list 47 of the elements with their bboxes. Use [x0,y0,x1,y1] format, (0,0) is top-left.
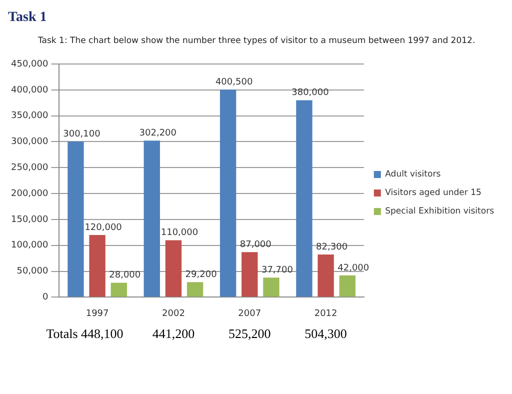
bar [144,140,160,297]
bar [220,90,236,297]
data-label: 82,300 [316,242,348,252]
text: 504,300 [304,326,347,341]
data-label: 42,000 [338,263,370,274]
y-tick-label: 250,000 [11,162,48,173]
bar [242,252,258,297]
bar [339,275,356,297]
y-tick-label: 150,000 [11,214,48,225]
data-label: 110,000 [160,228,198,238]
data-label: 29,200 [185,270,218,280]
bar [68,142,84,297]
y-tick-label: 0 [42,292,48,303]
data-label: 87,000 [240,240,272,250]
y-tick-label: 400,000 [11,85,48,96]
bar [165,240,182,297]
x-tick-label: 1997 [86,308,109,319]
data-label: 380,000 [292,88,330,98]
chart-title: Task 1 [8,10,48,26]
legend-label: Adult visitors [385,170,442,180]
legend-label: Visitors aged under 15 [385,188,482,198]
y-tick-label: 50,000 [16,266,48,277]
text: 525,200 [228,326,271,341]
data-label: 120,000 [84,222,122,233]
bar [263,278,280,297]
x-tick-label: 2002 [162,308,185,319]
data-label: 37,700 [261,266,294,276]
bar [110,282,127,297]
bar [318,254,334,297]
y-tick-label: 300,000 [11,137,48,148]
y-tick-label: 100,000 [11,240,48,251]
bar [186,282,204,297]
data-label: 300,100 [63,130,101,140]
legend-label: Special Exhibition visitors [385,206,495,217]
data-label: 400,500 [215,77,253,88]
chart-subtitle: Task 1: The chart below show the number three types of visitor to a museum between 1997 and 2012. [38,36,476,46]
text: Totals 448,100 [46,326,124,341]
text: 441,200 [152,326,195,341]
data-label: 302,200 [139,128,177,138]
data-label: 28,000 [109,270,141,281]
y-tick-label: 450,000 [11,59,48,70]
y-tick-label: 200,000 [11,188,48,199]
bar [89,235,106,297]
y-tick-label: 350,000 [11,111,48,122]
bar [296,100,312,297]
x-tick-label: 2012 [314,308,338,319]
x-tick-label: 2007 [238,308,262,319]
